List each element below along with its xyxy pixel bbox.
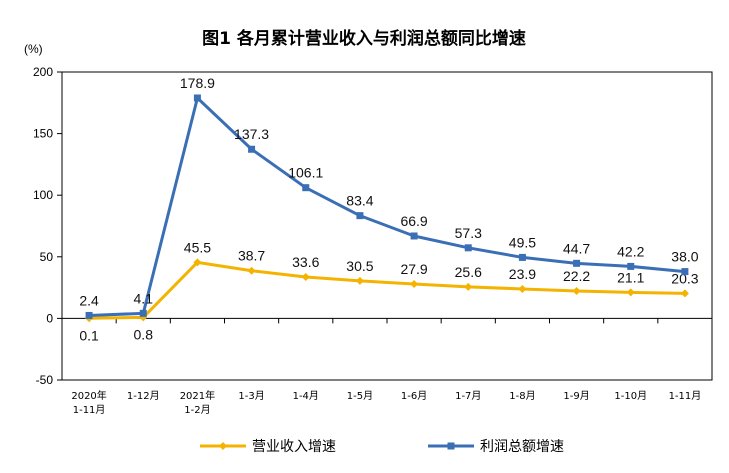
data-point [573, 259, 581, 267]
chart-title: 图1 各月累计营业收入与利润总额同比增速 [202, 28, 526, 49]
data-point [626, 288, 635, 297]
data-label: 4.1 [134, 290, 154, 306]
data-label: 38.0 [671, 249, 698, 265]
data-label: 66.9 [400, 213, 427, 229]
data-point [410, 232, 418, 240]
data-point [627, 262, 635, 270]
data-label: 27.9 [400, 261, 427, 277]
data-point [248, 145, 256, 153]
data-point [572, 287, 581, 296]
data-point [193, 258, 202, 267]
x-tick-label: 2021年 1-2月 [180, 389, 215, 416]
data-label: 23.9 [509, 266, 536, 282]
data-label: 45.5 [184, 239, 211, 255]
data-label: 57.3 [455, 225, 482, 241]
data-point [139, 309, 147, 317]
data-label: 2.4 [79, 292, 99, 308]
data-label: 44.7 [563, 240, 590, 256]
data-point [247, 266, 256, 275]
data-label: 33.6 [292, 254, 319, 270]
legend-marker [447, 442, 455, 450]
legend-label: 营业收入增速 [252, 439, 336, 455]
data-label: 83.4 [346, 193, 373, 209]
plot-frame [61, 71, 713, 381]
data-point [193, 94, 201, 102]
data-label: 22.2 [563, 268, 590, 284]
series-line-1 [89, 96, 686, 317]
data-label: 0.8 [134, 326, 154, 342]
x-tick-label: 1-5月 [347, 390, 373, 402]
y-tick-label: 0 [46, 311, 53, 325]
x-tick-label: 1-12月 [127, 390, 160, 402]
y-axis-unit: (%) [24, 42, 43, 56]
x-tick-label: 1-4月 [293, 390, 319, 402]
x-tick-label: 1-9月 [563, 390, 589, 402]
data-label: 38.7 [238, 248, 265, 264]
data-label: 20.3 [671, 270, 698, 286]
legend-label: 利润总额增速 [480, 439, 564, 455]
data-point [355, 276, 364, 285]
data-label: 42.2 [617, 243, 644, 259]
y-tick-label: 200 [33, 65, 53, 79]
data-point [410, 280, 419, 289]
data-point [464, 244, 472, 252]
x-tick-label: 1-10月 [614, 390, 647, 402]
data-point [681, 268, 689, 276]
data-label: 49.5 [509, 234, 536, 250]
y-tick-label: 100 [33, 188, 53, 202]
data-label: 0.1 [79, 327, 99, 343]
data-point [356, 212, 364, 220]
x-tick-label: 1-11月 [669, 390, 702, 402]
plot-area: -50 0 50 100 150 200 2020年 1-11月 1-12月 2021年 1-2月 1… [33, 65, 713, 416]
data-label: 137.3 [234, 126, 269, 142]
data-label: 21.1 [617, 269, 644, 285]
data-point [301, 273, 310, 282]
series-line-0 [89, 260, 685, 320]
data-label: 25.6 [455, 264, 482, 280]
legend-marker [219, 442, 227, 450]
data-point [85, 311, 93, 319]
data-point [680, 289, 689, 298]
x-tick-label: 1-6月 [401, 390, 427, 402]
y-tick-label: -50 [36, 373, 54, 387]
legend: 营业收入增速 利润总额增速 [200, 439, 564, 455]
data-point [518, 253, 526, 261]
x-tick-label: 1-3月 [238, 390, 264, 402]
data-point [518, 284, 527, 293]
data-point [302, 184, 310, 192]
x-tick-label: 1-8月 [509, 390, 535, 402]
x-tick-label: 1-7月 [455, 390, 481, 402]
y-tick-label: 50 [40, 250, 54, 264]
data-point [464, 282, 473, 291]
y-tick-label: 150 [33, 127, 53, 141]
data-label: 106.1 [288, 165, 323, 181]
x-tick-label: 2020年 1-11月 [71, 389, 106, 416]
data-label: 178.9 [180, 75, 215, 91]
data-label: 30.5 [346, 258, 373, 274]
